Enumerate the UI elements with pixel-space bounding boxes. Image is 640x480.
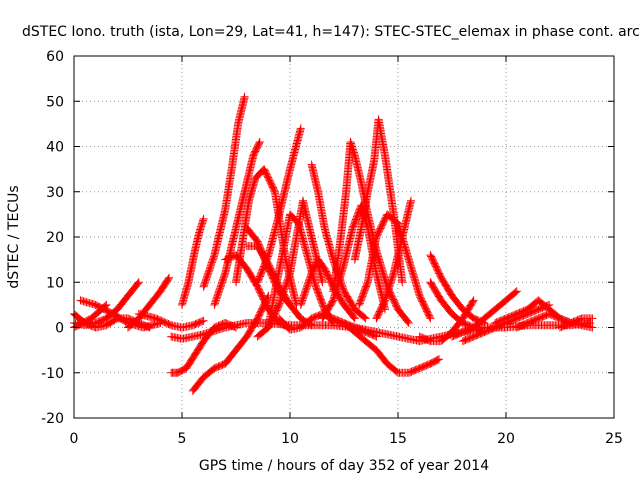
data-marks	[70, 92, 597, 395]
x-axis-label: GPS time / hours of day 352 of year 2014	[199, 458, 489, 474]
y-tick-label: 40	[46, 140, 64, 156]
arc-points	[448, 287, 521, 341]
series-arc8	[167, 319, 240, 377]
arc-points	[167, 319, 240, 377]
series-arc9	[178, 214, 208, 309]
arc-points	[556, 314, 597, 332]
arc-points	[340, 319, 443, 377]
arc-points	[415, 296, 478, 346]
x-tick-label: 5	[178, 431, 187, 447]
series-arc13	[210, 138, 264, 309]
series-arc27	[340, 319, 443, 377]
arc-points	[372, 196, 415, 323]
series-arc32	[415, 296, 478, 346]
y-tick-label: -20	[41, 411, 64, 427]
y-tick-label: 0	[55, 321, 64, 337]
arc-points	[210, 138, 264, 309]
x-tick-label: 20	[497, 431, 515, 447]
arc-points	[134, 309, 208, 332]
arc-points	[178, 214, 208, 309]
axis-ticks	[73, 55, 615, 419]
arc-points	[253, 124, 305, 287]
y-tick-label: -10	[41, 366, 64, 382]
y-tick-label: 30	[46, 185, 64, 201]
x-tick-label: 0	[70, 431, 79, 447]
x-tick-label: 10	[281, 431, 299, 447]
y-tick-label: 50	[46, 94, 64, 110]
arc-points	[124, 273, 173, 332]
x-tick-label: 15	[389, 431, 407, 447]
y-tick-label: 20	[46, 230, 64, 246]
x-tick-label: 25	[605, 431, 623, 447]
series-arc33	[448, 287, 521, 341]
series-arc11	[199, 92, 249, 291]
series-arc28	[372, 196, 415, 323]
arc-points	[199, 92, 249, 291]
series-arc16	[253, 124, 305, 287]
series-arc34	[458, 300, 554, 346]
y-axis-label: dSTEC / TECUs	[6, 185, 22, 288]
arc-points	[458, 300, 554, 346]
tick-labels: 0 5 10 15 20 25 -20 -10 0 10 20 30 40 50 60	[41, 49, 623, 447]
series-arc37	[556, 314, 597, 332]
chart-title: dSTEC Iono. truth (ista, Lon=29, Lat=41,…	[22, 24, 640, 40]
series-arc6	[134, 309, 208, 332]
y-tick-label: 60	[46, 49, 64, 65]
y-tick-label: 10	[46, 275, 64, 291]
series-arc5	[124, 273, 173, 332]
